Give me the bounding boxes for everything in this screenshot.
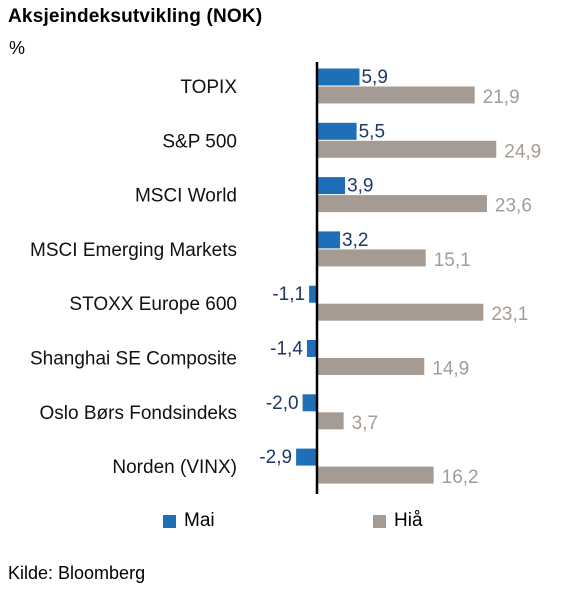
bar-hia-topix — [317, 86, 475, 104]
bar-hia-oslo-b-rs-fondsindeks — [317, 412, 344, 430]
data-label-mai-stoxx-europe-600: -1,1 — [272, 284, 305, 305]
bar-hia-shanghai-se-composite — [317, 358, 425, 375]
legend-swatch-mai — [163, 514, 176, 528]
bar-hia-s-p-500 — [317, 140, 497, 158]
legend-item-mai: Mai — [163, 510, 215, 532]
category-label-topix: TOPIX — [180, 77, 237, 98]
category-label-shanghai-se-composite: Shanghai SE Composite — [30, 349, 237, 370]
bar-hia-msci-world — [317, 195, 487, 213]
chart-title: Aksjeindeksutvikling (NOK) — [8, 6, 263, 27]
data-label-hia-topix: 21,9 — [483, 87, 520, 108]
category-label-norden-vinx: Norden (VINX) — [112, 457, 237, 478]
bar-hia-stoxx-europe-600 — [317, 303, 484, 321]
data-label-hia-oslo-b-rs-fondsindeks: 3,7 — [352, 413, 378, 434]
bar-hia-norden-vinx — [317, 466, 434, 484]
bar-mai-msci-world — [317, 177, 346, 195]
bar-mai-msci-emerging-markets — [317, 231, 341, 249]
source-note: Kilde: Bloomberg — [8, 563, 146, 583]
category-label-oslo-b-rs-fondsindeks: Oslo Børs Fondsindeks — [40, 403, 237, 424]
data-label-hia-stoxx-europe-600: 23,1 — [491, 304, 528, 325]
bar-mai-stoxx-europe-600 — [309, 285, 317, 303]
data-label-mai-shanghai-se-composite: -1,4 — [270, 339, 303, 360]
data-label-mai-msci-world: 3,9 — [347, 176, 373, 197]
legend-item-hia: Hiå — [373, 510, 423, 532]
data-label-hia-msci-world: 23,6 — [495, 196, 532, 217]
data-label-mai-msci-emerging-markets: 3,2 — [342, 230, 368, 251]
bar-mai-norden-vinx — [296, 448, 317, 466]
bar-hia-msci-emerging-markets — [317, 249, 426, 267]
category-label-s-p-500: S&P 500 — [162, 131, 237, 152]
data-label-mai-norden-vinx: -2,9 — [259, 447, 292, 468]
data-label-hia-s-p-500: 24,9 — [504, 141, 541, 162]
data-label-mai-s-p-500: 5,5 — [359, 121, 385, 142]
legend-label-mai: Mai — [184, 510, 215, 531]
data-label-mai-oslo-b-rs-fondsindeks: -2,0 — [266, 393, 299, 414]
bar-mai-topix — [317, 68, 360, 86]
category-label-msci-world: MSCI World — [135, 186, 237, 207]
data-label-hia-norden-vinx: 16,2 — [442, 467, 479, 488]
data-label-hia-shanghai-se-composite: 14,9 — [432, 359, 469, 380]
category-label-msci-emerging-markets: MSCI Emerging Markets — [30, 240, 237, 261]
y-axis-unit: % — [9, 38, 26, 58]
bar-mai-s-p-500 — [317, 122, 357, 140]
bar-mai-shanghai-se-composite — [306, 340, 317, 357]
data-label-mai-topix: 5,9 — [361, 67, 387, 88]
bar-mai-oslo-b-rs-fondsindeks — [302, 394, 317, 412]
legend-swatch-hia — [373, 514, 386, 528]
category-label-stoxx-europe-600: STOXX Europe 600 — [69, 294, 237, 315]
data-label-hia-msci-emerging-markets: 15,1 — [434, 250, 471, 271]
bar-chart: TOPIX 5,9 21,9 S&P 500 5,5 24,9 MSCI World 3,9 2… — [30, 62, 541, 494]
legend-label-hia: Hiå — [394, 510, 423, 531]
